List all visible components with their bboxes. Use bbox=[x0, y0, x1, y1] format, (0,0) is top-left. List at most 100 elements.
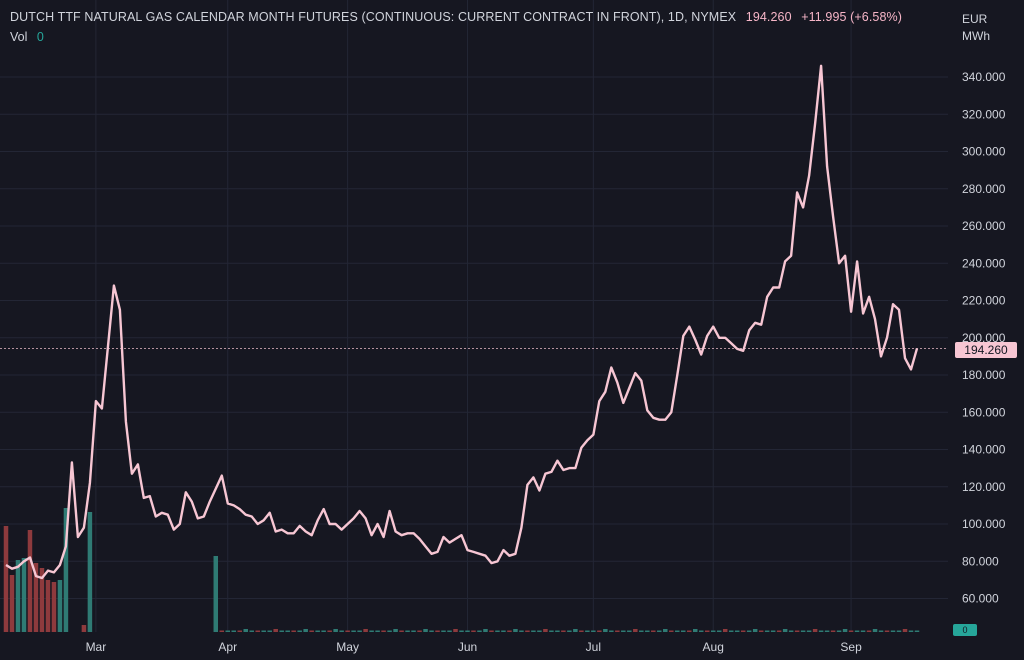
volume-bar bbox=[824, 630, 830, 632]
volume-bar bbox=[21, 558, 27, 632]
chart-header: DUTCH TTF NATURAL GAS CALENDAR MONTH FUT… bbox=[10, 10, 902, 24]
grid-lines bbox=[0, 0, 948, 632]
volume-bar bbox=[830, 630, 836, 632]
volume-label: Vol bbox=[10, 30, 28, 44]
volume-bar bbox=[651, 630, 656, 632]
volume-bar bbox=[675, 630, 680, 632]
volume-bar bbox=[357, 630, 362, 632]
y-tick-label: 260.000 bbox=[962, 219, 1006, 233]
volume-bar bbox=[15, 560, 21, 632]
volume-bar bbox=[740, 630, 746, 632]
volume-bar bbox=[902, 629, 908, 632]
volume-bar bbox=[279, 630, 284, 632]
volume-bar bbox=[237, 630, 242, 632]
volume-value: 0 bbox=[36, 30, 44, 44]
volume-bar bbox=[39, 568, 45, 632]
volume-bar bbox=[291, 630, 296, 632]
y-tick-label: 120.000 bbox=[962, 480, 1006, 494]
volume-bar bbox=[770, 630, 776, 632]
volume-bar bbox=[417, 630, 422, 632]
volume-bars bbox=[3, 508, 920, 632]
volume-bar bbox=[854, 630, 860, 632]
x-tick-label: Jun bbox=[458, 640, 477, 654]
y-tick-label: 240.000 bbox=[962, 256, 1006, 270]
volume-bar bbox=[87, 512, 93, 632]
x-tick-label: May bbox=[336, 640, 359, 654]
volume-bar bbox=[255, 630, 260, 632]
volume-bar bbox=[567, 630, 572, 632]
volume-bar bbox=[531, 630, 536, 632]
volume-bar bbox=[381, 630, 386, 632]
y-tick-label: 100.000 bbox=[962, 517, 1006, 531]
volume-bar bbox=[543, 629, 548, 632]
volume-bar bbox=[411, 630, 416, 632]
volume-bar bbox=[393, 629, 398, 632]
volume-bar bbox=[369, 630, 374, 632]
volume-bar bbox=[363, 629, 368, 632]
volume-bar bbox=[878, 630, 884, 632]
volume-bar bbox=[872, 629, 878, 632]
price-unit[interactable]: EUR MWh bbox=[962, 11, 990, 45]
volume-bar bbox=[884, 630, 890, 632]
y-tick-label: 200.000 bbox=[962, 331, 1006, 345]
x-tick-label: Sep bbox=[840, 640, 862, 654]
x-tick-label: Aug bbox=[703, 640, 724, 654]
price-series-line bbox=[5, 64, 919, 580]
volume-bar bbox=[285, 630, 290, 632]
volume-legend[interactable]: Vol 0 bbox=[10, 30, 44, 44]
volume-bar bbox=[657, 630, 662, 632]
volume-bar bbox=[645, 630, 650, 632]
volume-bar bbox=[225, 630, 231, 632]
volume-bar bbox=[471, 630, 476, 632]
volume-bar bbox=[303, 629, 308, 632]
volume-bar bbox=[914, 630, 920, 632]
volume-bar bbox=[776, 630, 782, 632]
volume-bar bbox=[687, 630, 692, 632]
volume-bar bbox=[633, 629, 638, 632]
volume-bar bbox=[465, 630, 470, 632]
volume-bar bbox=[351, 630, 356, 632]
volume-bar bbox=[375, 630, 380, 632]
volume-bar bbox=[57, 580, 63, 632]
y-tick-label: 180.000 bbox=[962, 368, 1006, 382]
volume-bar bbox=[423, 629, 428, 632]
volume-bar bbox=[800, 630, 806, 632]
volume-bar bbox=[585, 630, 590, 632]
x-tick-label: Mar bbox=[86, 640, 107, 654]
y-tick-label: 300.000 bbox=[962, 145, 1006, 159]
volume-bar bbox=[818, 630, 824, 632]
volume-bar bbox=[327, 630, 332, 632]
current-price-tag: 194.260 bbox=[955, 342, 1017, 358]
volume-bar bbox=[507, 630, 512, 632]
unit-label: MWh bbox=[962, 29, 990, 43]
volume-bar bbox=[788, 630, 794, 632]
volume-bar bbox=[681, 630, 686, 632]
volume-bar bbox=[627, 630, 632, 632]
y-tick-label: 340.000 bbox=[962, 70, 1006, 84]
volume-bar bbox=[561, 630, 566, 632]
volume-bar bbox=[836, 630, 842, 632]
volume-bar bbox=[710, 630, 716, 632]
volume-bar bbox=[692, 629, 698, 632]
volume-bar bbox=[866, 630, 872, 632]
y-tick-label: 280.000 bbox=[962, 182, 1006, 196]
volume-bar bbox=[555, 630, 560, 632]
volume-bar bbox=[663, 629, 668, 632]
volume-bar bbox=[812, 629, 818, 632]
x-axis-tick-labels: Mar Apr May Jun Jul Aug Sep bbox=[86, 640, 863, 654]
x-tick-label: Jul bbox=[586, 640, 601, 654]
volume-bar bbox=[513, 629, 518, 632]
volume-bar bbox=[435, 630, 440, 632]
volume-bar bbox=[405, 630, 410, 632]
volume-bar bbox=[261, 630, 266, 632]
volume-bar bbox=[297, 630, 302, 632]
volume-bar bbox=[591, 630, 596, 632]
volume-bar bbox=[698, 630, 704, 632]
volume-bar bbox=[573, 629, 578, 632]
volume-bar bbox=[27, 530, 33, 632]
volume-tag: 0 bbox=[953, 624, 977, 636]
price-change: +11.995 (+6.58%) bbox=[801, 10, 902, 24]
volume-bar bbox=[537, 630, 542, 632]
volume-bar bbox=[621, 630, 626, 632]
